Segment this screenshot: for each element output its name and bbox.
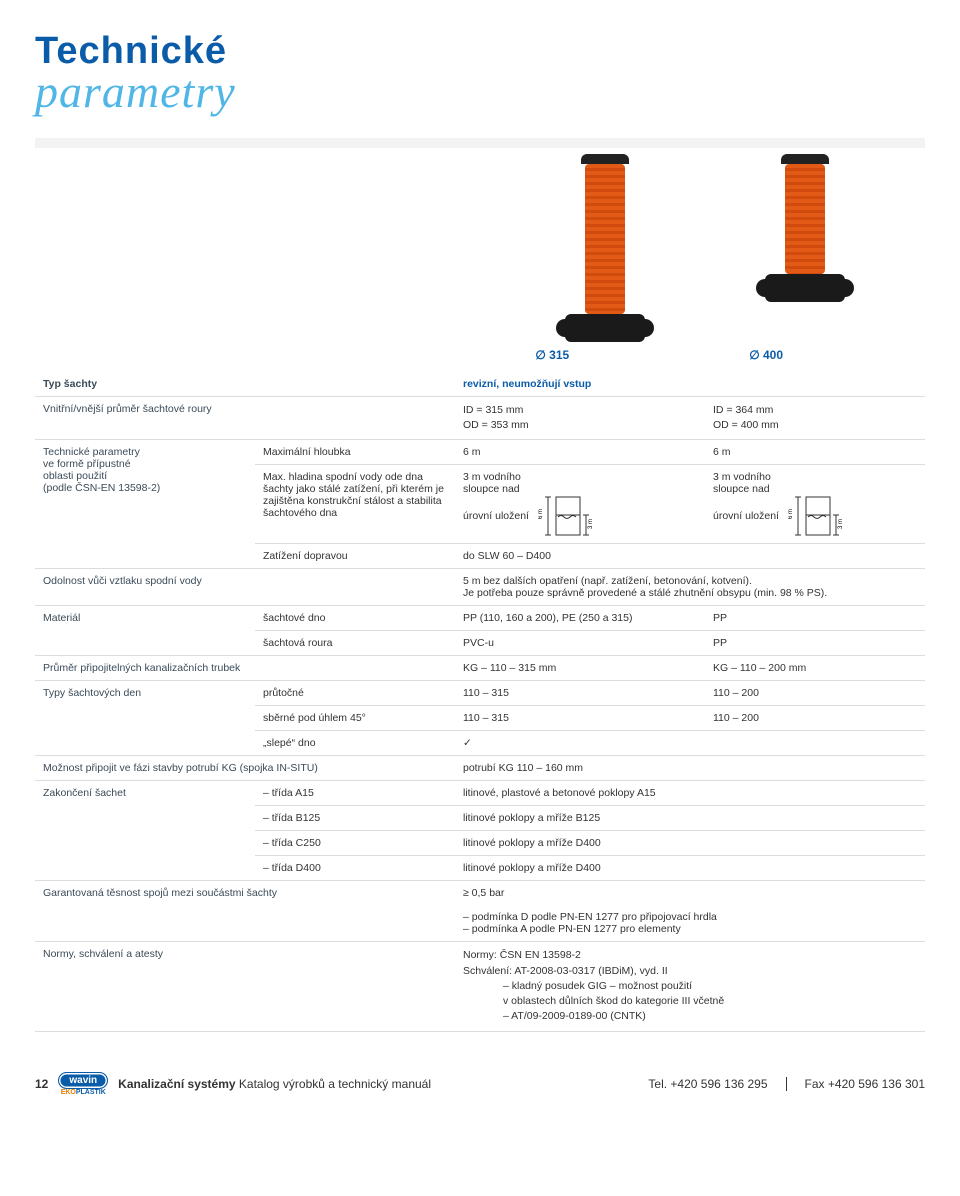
page-title: Technické parametry: [35, 30, 925, 118]
row-cover-r3-val: litinové poklopy a mříže D400: [455, 831, 925, 856]
diag2-3m: 3 m: [838, 519, 842, 529]
row-tight-label: Garantovaná těsnost spojů mezi součástmi…: [35, 881, 455, 942]
row-cover-r4-sub: – třída D400: [255, 856, 455, 881]
row-types-r2-c2: 110 – 200: [705, 706, 925, 731]
row-mat-r2-c2: PP: [705, 631, 925, 656]
row-type-label: Typ šachty: [35, 372, 455, 397]
row-type-value: revizní, neumožňují vstup: [455, 372, 925, 397]
wavin-logo: wavin EKOPLASTIK: [58, 1072, 108, 1096]
row-mat-r2-sub: šachtová roura: [255, 631, 455, 656]
row-tech-label: Technické parametry ve formě přípustné o…: [35, 440, 255, 569]
spec-table: Typ šachty revizní, neumožňují vstup Vni…: [35, 372, 925, 1032]
diag1-6m: 6 m: [538, 509, 544, 519]
footer-title-bold: Kanalizační systémy: [118, 1077, 235, 1091]
title-line2: parametry: [35, 65, 925, 118]
row-mat-r2-c1: PVC-u: [455, 631, 705, 656]
norms-l5: – AT/09-2009-0189-00 (CNTK): [463, 1009, 917, 1024]
row-insitu-val: potrubí KG 110 – 160 mm: [455, 756, 925, 781]
row-types-r3-c2: [705, 731, 925, 756]
row-cover-r1-sub: – třída A15: [255, 781, 455, 806]
row-tight-val: ≥ 0,5 bar – podmínka D podle PN-EN 1277 …: [455, 881, 925, 942]
diag2-6m: 6 m: [788, 509, 794, 519]
row-diam-label: Vnitřní/vnější průměr šachtové roury: [35, 397, 455, 440]
row-types-r2-c1: 110 – 315: [455, 706, 705, 731]
norms-l1: Normy: ČSN EN 13598-2: [463, 949, 581, 961]
footer-contacts: Tel. +420 596 136 295 Fax +420 596 136 3…: [648, 1077, 925, 1091]
row-types-r1-c1: 110 – 315: [455, 681, 705, 706]
pipe-315-illustration: [565, 154, 645, 342]
norms-l4: v oblastech důlních škod do kategorie II…: [463, 994, 917, 1009]
row-tech-c2: 3 m vodního sloupce nad úrovní uložení 6…: [705, 465, 925, 544]
row-load-sub: Zatížení dopravou: [255, 544, 455, 569]
diameters-header: ∅ 315 ∅ 400: [35, 348, 925, 362]
row-norms-val: Normy: ČSN EN 13598-2 Schválení: AT-2008…: [455, 942, 925, 1031]
row-mat-r1-sub: šachtové dno: [255, 606, 455, 631]
row-tech-c1: 3 m vodního sloupce nad úrovní uložení 6…: [455, 465, 705, 544]
diag1-3m: 3 m: [588, 519, 592, 529]
row-cover-r4-val: litinové poklopy a mříže D400: [455, 856, 925, 881]
row-depth-c1: 6 m: [455, 440, 705, 465]
row-load-val: do SLW 60 – D400: [455, 544, 925, 569]
water-column-diagram-1: 6 m 3 m: [538, 495, 592, 537]
fax-label: Fax: [805, 1077, 825, 1091]
footer-doc-title: Kanalizační systémy Katalog výrobků a te…: [118, 1077, 431, 1091]
footer-tel: Tel. +420 596 136 295: [648, 1077, 767, 1091]
diameter-315: ∅ 315: [535, 348, 569, 362]
gray-divider: [35, 138, 925, 148]
row-types-r1-c2: 110 – 200: [705, 681, 925, 706]
wavin-brand: wavin: [58, 1072, 108, 1089]
pipe-400-illustration: [765, 154, 845, 342]
wavin-subbrand: EKOPLASTIK: [61, 1089, 106, 1096]
tel-label: Tel.: [648, 1077, 667, 1091]
row-mat-label: Materiál: [35, 606, 255, 656]
row-cover-r3-sub: – třída C250: [255, 831, 455, 856]
footer-title-rest: Katalog výrobků a technický manuál: [236, 1077, 431, 1091]
tel-value: +420 596 136 295: [670, 1077, 767, 1091]
product-images: [35, 154, 925, 342]
row-tech-c1-text: 3 m vodního sloupce nad úrovní uložení: [463, 471, 529, 522]
row-pipe-c1: KG – 110 – 315 mm: [455, 656, 705, 681]
row-cover-r2-sub: – třída B125: [255, 806, 455, 831]
row-types-label: Typy šachtových den: [35, 681, 255, 756]
row-pipe-c2: KG – 110 – 200 mm: [705, 656, 925, 681]
footer-fax: Fax +420 596 136 301: [786, 1077, 925, 1091]
row-tech-sub: Max. hladina spodní vody ode dna šachty …: [255, 465, 455, 544]
page-number: 12: [35, 1077, 48, 1091]
row-depth-c2: 6 m: [705, 440, 925, 465]
row-tech-c2-text: 3 m vodního sloupce nad úrovní uložení: [713, 471, 779, 522]
row-types-r3-c1: ✓: [455, 731, 705, 756]
norms-l2: Schválení: AT-2008-03-0317 (IBDiM), vyd.…: [463, 965, 668, 977]
page-footer: 12 wavin EKOPLASTIK Kanalizační systémy …: [35, 1062, 925, 1096]
diameter-400: ∅ 400: [749, 348, 783, 362]
water-column-diagram-2: 6 m 3 m: [788, 495, 842, 537]
row-cover-r2-val: litinové poklopy a mříže B125: [455, 806, 925, 831]
row-types-r1-sub: průtočné: [255, 681, 455, 706]
row-diam-c2: ID = 364 mm OD = 400 mm: [705, 397, 925, 440]
norms-l3: – kladný posudek GIG – možnost použití: [463, 979, 917, 994]
row-norms-label: Normy, schválení a atesty: [35, 942, 455, 1031]
row-mat-r1-c2: PP: [705, 606, 925, 631]
row-gw-val: 5 m bez dalších opatření (např. zatížení…: [455, 569, 925, 606]
row-cover-label: Zakončení šachet: [35, 781, 255, 881]
row-diam-c1: ID = 315 mm OD = 353 mm: [455, 397, 705, 440]
fax-value: +420 596 136 301: [828, 1077, 925, 1091]
row-cover-r1-val: litinové, plastové a betonové poklopy A1…: [455, 781, 925, 806]
plastik-text: PLASTIK: [76, 1089, 106, 1096]
row-insitu-label: Možnost připojit ve fázi stavby potrubí …: [35, 756, 455, 781]
row-types-r2-sub: sběrné pod úhlem 45°: [255, 706, 455, 731]
row-depth-sub: Maximální hloubka: [255, 440, 455, 465]
row-pipe-label: Průměr připojitelných kanalizačních trub…: [35, 656, 455, 681]
eko-text: EKO: [61, 1089, 76, 1096]
row-types-r3-sub: „slepé“ dno: [255, 731, 455, 756]
row-mat-r1-c1: PP (110, 160 a 200), PE (250 a 315): [455, 606, 705, 631]
row-gw-label: Odolnost vůči vztlaku spodní vody: [35, 569, 455, 606]
